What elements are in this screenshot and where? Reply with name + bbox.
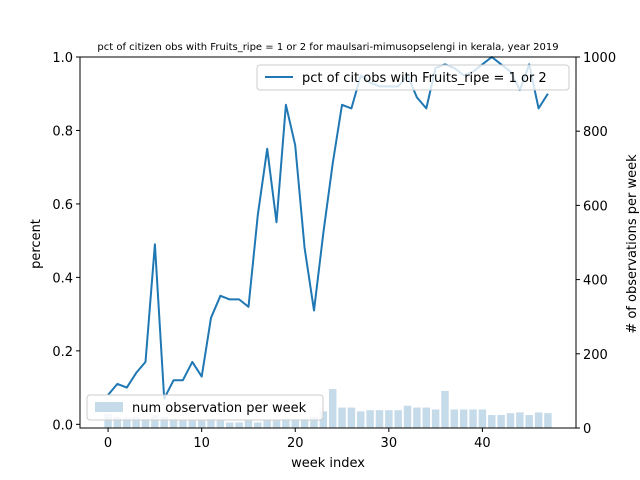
y-right-tick-label: 200 [583,348,608,363]
y-left-tick-label: 0.2 [52,345,73,360]
obs-bar [132,416,140,428]
obs-bar [403,405,412,428]
y-right-tick-label: 800 [583,125,608,140]
obs-bar [394,410,402,428]
y-left-tick-label: 0.4 [52,271,73,286]
chart-title: pct of citizen obs with Fruits_ripe = 1 … [97,42,558,53]
obs-bar [225,422,234,428]
obs-bar [413,407,421,428]
obs-bar [478,409,487,428]
obs-bar [300,418,309,428]
legend-line-box: pct of cit obs with Fruits_ripe = 1 or 2 [256,64,570,91]
y-axis-left-label: percent [29,219,44,269]
y-left-tick-label: 0.6 [52,198,73,213]
obs-bar [328,389,337,428]
obs-bar [366,410,374,428]
obs-bar [385,410,393,428]
obs-bar [375,410,384,428]
axes-layer: 0 10 20 30 40 0.0 0.2 0.4 0.6 0.8 1.0 0 200 400 600 800… [52,51,616,451]
obs-bar [104,413,112,428]
obs-bar [179,420,187,428]
obs-bar [291,418,299,428]
obs-bar [188,420,197,428]
obs-bar [506,413,515,428]
legend-bar-frame [86,394,324,421]
obs-bar [113,416,122,428]
legend-line-label: pct of cit obs with Fruits_ripe = 1 or 2 [302,71,547,86]
obs-bar [263,420,271,428]
obs-bar [282,418,290,428]
obs-bar [525,415,533,428]
y-axis-right-label: # of observations per week [625,154,640,334]
obs-bar [441,390,449,428]
obs-bar [151,415,159,428]
y-right-tick-label: 600 [583,199,608,214]
x-tick-label: 20 [287,436,304,451]
obs-bar [459,409,468,428]
x-tick-label: 40 [474,436,491,451]
x-tick-label: 30 [381,436,398,451]
x-axis-label: week index [291,456,365,471]
y-left-tick-label: 0.0 [52,418,73,433]
obs-bar [310,416,318,428]
obs-bar [319,411,328,428]
y-right-tick-label: 1000 [583,51,616,66]
obs-bar [338,407,346,428]
obs-bar [534,412,543,428]
obs-bar [123,417,131,428]
x-tick-label: 0 [104,436,112,451]
legend-bar-box: num observation per week [86,394,324,421]
obs-bar [197,420,206,428]
obs-bar [141,418,150,428]
obs-bar [488,415,496,428]
obs-bar [347,407,356,428]
bars-layer [104,389,552,428]
obs-bar [544,413,552,428]
obs-bar [497,415,505,428]
obs-bar [516,412,524,428]
obs-bar [431,409,440,428]
y-left-tick-label: 0.8 [52,124,73,139]
obs-bar [272,420,281,428]
y-right-tick-label: 0 [583,422,591,437]
obs-bar [244,420,253,428]
obs-bar [235,422,243,428]
y-left-tick-label: 1.0 [52,51,73,66]
legend-bar-swatch [95,402,123,412]
obs-bar [169,418,178,428]
obs-bar [207,418,215,428]
obs-bar [422,407,431,428]
obs-bar [254,422,262,428]
x-tick-label: 10 [193,436,210,451]
legend-bar-label: num observation per week [132,401,307,416]
line-layer [107,56,549,400]
obs-bar [216,420,225,428]
obs-bar [450,409,459,428]
plot-frame [79,56,577,429]
pct-series-line [107,56,549,400]
obs-bar [160,416,168,428]
legend-line-frame [256,64,570,91]
obs-bar [357,411,365,428]
obs-bar [469,409,477,428]
y-right-tick-label: 400 [583,274,608,289]
